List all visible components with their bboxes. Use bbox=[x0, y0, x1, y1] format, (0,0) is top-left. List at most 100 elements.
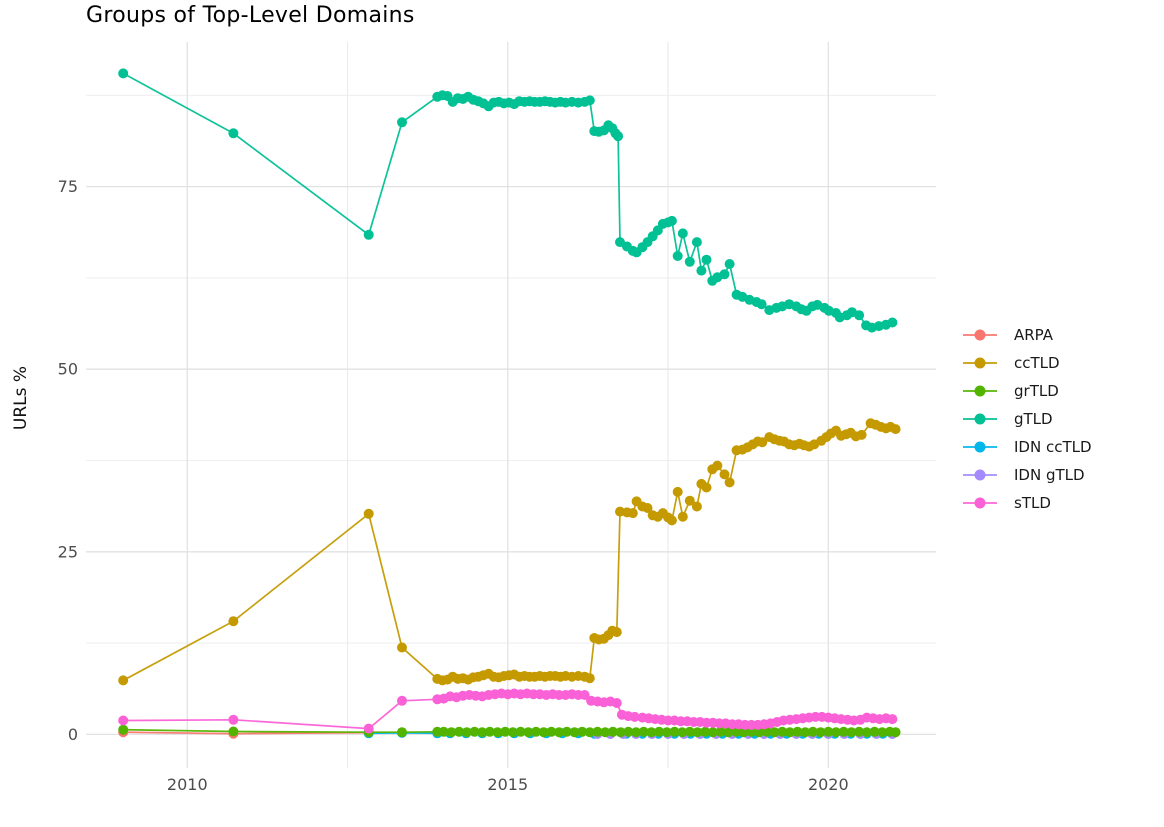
legend-key-stld-icon bbox=[962, 497, 998, 509]
data-point bbox=[677, 228, 688, 239]
data-point bbox=[642, 503, 653, 513]
y-tick-label-25: 25 bbox=[58, 542, 78, 561]
data-point bbox=[666, 515, 677, 526]
data-point bbox=[507, 727, 518, 738]
legend-item-stld: sTLD bbox=[962, 489, 1092, 517]
data-point bbox=[492, 727, 503, 738]
data-point bbox=[854, 310, 865, 321]
data-point bbox=[397, 695, 407, 706]
legend-key-gtld-icon bbox=[962, 413, 998, 425]
data-point bbox=[613, 131, 624, 142]
data-point bbox=[684, 726, 695, 737]
data-point bbox=[118, 724, 129, 735]
data-point bbox=[712, 460, 723, 471]
legend-label: grTLD bbox=[1014, 382, 1059, 400]
data-point bbox=[638, 726, 649, 737]
data-point bbox=[856, 429, 867, 440]
data-point bbox=[228, 726, 239, 737]
data-point bbox=[701, 254, 712, 265]
data-point bbox=[515, 726, 526, 737]
y-tick-label-75: 75 bbox=[58, 177, 78, 196]
data-point bbox=[629, 711, 640, 722]
data-point bbox=[684, 256, 695, 267]
data-point bbox=[584, 673, 595, 684]
data-point bbox=[654, 726, 665, 737]
data-point bbox=[715, 726, 726, 737]
data-point bbox=[869, 726, 880, 737]
data-point bbox=[769, 727, 780, 738]
data-point bbox=[118, 715, 129, 726]
data-point bbox=[579, 690, 590, 700]
data-point bbox=[672, 486, 683, 497]
legend-label: IDN gTLD bbox=[1014, 466, 1085, 484]
legend-item-idn-gtld: IDN gTLD bbox=[962, 461, 1092, 489]
data-point bbox=[761, 726, 772, 737]
data-point bbox=[890, 424, 901, 435]
legend-label: gTLD bbox=[1014, 410, 1053, 428]
data-point bbox=[584, 95, 595, 106]
data-point bbox=[887, 317, 898, 328]
legend-label: ccTLD bbox=[1014, 354, 1060, 372]
data-point bbox=[700, 726, 711, 737]
data-point bbox=[531, 726, 541, 737]
data-point bbox=[792, 726, 803, 737]
data-point bbox=[777, 726, 788, 737]
data-point bbox=[746, 726, 757, 737]
data-point bbox=[118, 675, 129, 686]
data-point bbox=[477, 727, 488, 738]
data-point bbox=[724, 259, 735, 269]
data-point bbox=[454, 726, 465, 737]
x-tick-label-2020: 2020 bbox=[808, 775, 849, 794]
series-cctld bbox=[118, 418, 901, 686]
data-point bbox=[890, 727, 901, 738]
data-point bbox=[623, 726, 634, 737]
legend-item-gtld: gTLD bbox=[962, 405, 1092, 433]
y-tick-label-50: 50 bbox=[58, 360, 78, 379]
data-point bbox=[363, 229, 374, 240]
data-point bbox=[684, 495, 695, 506]
data-point bbox=[631, 727, 641, 738]
data-point bbox=[611, 698, 622, 708]
data-point bbox=[877, 727, 888, 738]
data-point bbox=[627, 508, 638, 519]
data-point bbox=[696, 265, 707, 276]
data-point bbox=[846, 727, 857, 738]
data-point bbox=[554, 727, 565, 738]
data-point bbox=[397, 642, 407, 653]
data-point bbox=[600, 727, 611, 738]
data-point bbox=[484, 726, 495, 737]
data-point bbox=[807, 726, 818, 737]
data-point bbox=[800, 727, 811, 738]
data-point bbox=[823, 726, 834, 737]
x-tick-label-2010: 2010 bbox=[167, 775, 208, 794]
data-point bbox=[861, 727, 872, 738]
data-point bbox=[854, 726, 865, 737]
data-point bbox=[815, 727, 826, 738]
data-point bbox=[363, 723, 374, 734]
legend-item-arpa: ARPA bbox=[962, 321, 1092, 349]
data-point bbox=[672, 251, 683, 261]
series-grtld bbox=[118, 724, 901, 738]
series-arpa bbox=[118, 727, 374, 739]
data-point bbox=[538, 727, 549, 738]
data-point bbox=[646, 727, 657, 738]
gridlines bbox=[86, 42, 936, 768]
data-point bbox=[731, 726, 741, 737]
data-point bbox=[561, 726, 572, 737]
legend-item-grtld: grTLD bbox=[962, 377, 1092, 405]
data-point bbox=[397, 727, 407, 738]
data-point bbox=[691, 501, 702, 512]
data-point bbox=[692, 727, 703, 738]
chart-title: Groups of Top-Level Domains bbox=[86, 3, 415, 28]
data-point bbox=[546, 726, 557, 737]
data-point bbox=[757, 437, 768, 448]
data-point bbox=[887, 714, 898, 725]
data-point bbox=[831, 727, 841, 738]
data-point bbox=[611, 627, 622, 638]
legend: ARPA ccTLD grTLD gTLD IDN ccTLD IDN gTLD… bbox=[962, 321, 1092, 517]
data-point bbox=[228, 128, 239, 139]
data-point bbox=[756, 299, 767, 310]
data-point bbox=[677, 727, 688, 738]
data-point bbox=[784, 727, 795, 738]
